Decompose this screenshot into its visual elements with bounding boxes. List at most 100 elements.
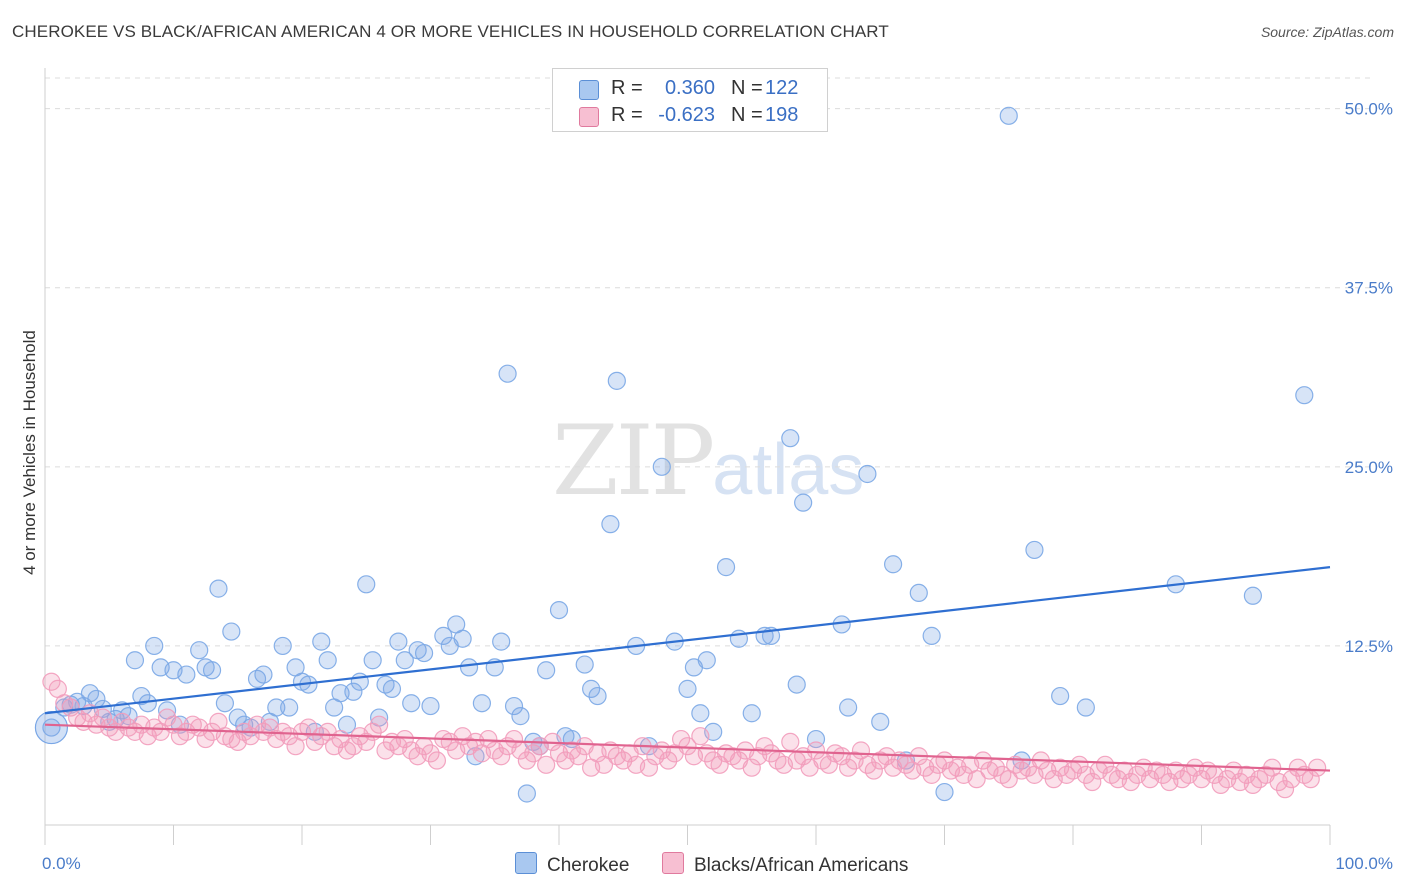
legend-r-label: R =: [611, 77, 643, 99]
legend-r-value: -0.623: [658, 104, 715, 126]
cherokee-point: [492, 632, 511, 651]
black-point: [819, 755, 838, 774]
bottom-legend-swatch-black: [662, 852, 684, 874]
cherokee-point: [453, 629, 472, 648]
black-point: [569, 747, 588, 766]
x-tick-label: 0.0%: [42, 854, 81, 873]
black-point: [427, 751, 447, 770]
black-point: [1308, 758, 1327, 777]
black-point: [357, 732, 376, 752]
bottom-legend-swatch-cherokee: [515, 852, 537, 874]
cherokee-point: [787, 675, 806, 694]
y-tick-label: 50.0%: [1345, 100, 1393, 119]
black-point: [479, 729, 498, 749]
cherokee-point: [434, 626, 453, 645]
x-tick-label: 100.0%: [1335, 854, 1393, 873]
black-point: [1096, 755, 1115, 774]
cherokee-point: [363, 651, 382, 670]
black-point: [1083, 772, 1102, 792]
black-point: [659, 751, 678, 770]
cherokee-point: [312, 632, 331, 651]
cherokee-point: [318, 651, 337, 670]
cherokee-point: [202, 661, 222, 680]
cherokee-point: [588, 686, 607, 706]
black-point: [370, 715, 389, 734]
cherokee-point: [909, 583, 928, 603]
cherokee-point: [652, 457, 671, 476]
legend-n-label: N =: [731, 77, 763, 99]
chart-source: Source: ZipAtlas.com: [1260, 24, 1394, 40]
black-point: [691, 727, 710, 746]
cherokee-point: [414, 643, 434, 663]
cherokee-point: [697, 651, 716, 670]
cherokee-trend-line: [44, 566, 1331, 715]
bottom-legend-cherokee: Cherokee: [515, 852, 629, 877]
watermark-atlas: atlas: [712, 430, 865, 510]
cherokee-point: [607, 371, 626, 390]
black-point: [967, 770, 986, 789]
cherokee-point: [177, 665, 196, 684]
black-point: [517, 751, 536, 770]
cherokee-point-large: [34, 710, 69, 745]
black-point: [742, 758, 761, 777]
cherokee-point: [883, 555, 903, 574]
legend-n-value: 198: [765, 104, 799, 126]
black-point: [639, 758, 659, 777]
black-point: [781, 732, 800, 752]
cherokee-point: [145, 636, 164, 656]
cherokee-point: [1295, 386, 1314, 405]
y-tick-label: 37.5%: [1345, 279, 1393, 298]
black-point: [678, 737, 697, 756]
black-trend-line: [44, 723, 1331, 772]
cherokee-point: [132, 686, 151, 706]
black-point: [1275, 780, 1295, 799]
cherokee-point: [537, 661, 556, 680]
y-tick-label: 12.5%: [1345, 637, 1393, 656]
chart-title: CHEROKEE VS BLACK/AFRICAN AMERICAN 4 OR …: [12, 22, 889, 41]
bottom-legend: Cherokee Blacks/African Americans: [0, 852, 1406, 878]
cherokee-point: [498, 364, 517, 383]
bottom-legend-label: Blacks/African Americans: [694, 855, 909, 876]
cherokee-point: [839, 698, 858, 717]
black-point: [761, 744, 781, 763]
cherokee-point: [691, 704, 710, 723]
bottom-legend-label: Cherokee: [547, 855, 630, 876]
cherokee-point: [678, 679, 697, 698]
cherokee-point: [357, 575, 376, 594]
cherokee-point: [1243, 586, 1263, 605]
cherokee-point: [395, 651, 414, 670]
cherokee-point: [794, 493, 813, 512]
black-point: [839, 758, 858, 777]
black-point: [1121, 772, 1140, 792]
black-point: [864, 761, 883, 780]
cherokee-point: [222, 622, 241, 641]
legend-n-label: N =: [731, 104, 763, 126]
cherokee-point: [273, 636, 292, 656]
legend-r-label: R =: [611, 104, 643, 126]
black-point: [1288, 758, 1307, 777]
legend-row-cherokee: R = 0.360 N = 122: [553, 75, 827, 101]
cherokee-point: [344, 682, 363, 701]
cherokee-point: [549, 600, 569, 620]
legend-n-value: 122: [765, 77, 799, 99]
black-point: [492, 747, 511, 766]
cherokee-point: [459, 658, 479, 677]
black-point: [922, 765, 941, 784]
cherokee-point: [999, 106, 1018, 125]
cherokee-point: [215, 694, 234, 713]
black-point: [421, 744, 440, 763]
cherokee-point: [1025, 540, 1044, 560]
cherokee-point: [742, 704, 761, 723]
cherokee-point: [267, 698, 286, 717]
black-point: [504, 729, 524, 749]
cherokee-point: [42, 718, 61, 737]
cherokee-point: [922, 626, 941, 645]
cherokee-point: [280, 698, 299, 717]
black-point: [537, 755, 556, 774]
black-point: [806, 741, 826, 760]
watermark-zip: ZIP: [552, 405, 715, 517]
legend-swatch-black: [579, 107, 599, 127]
cherokee-point: [402, 694, 421, 713]
y-tick-label: 25.0%: [1345, 458, 1393, 477]
